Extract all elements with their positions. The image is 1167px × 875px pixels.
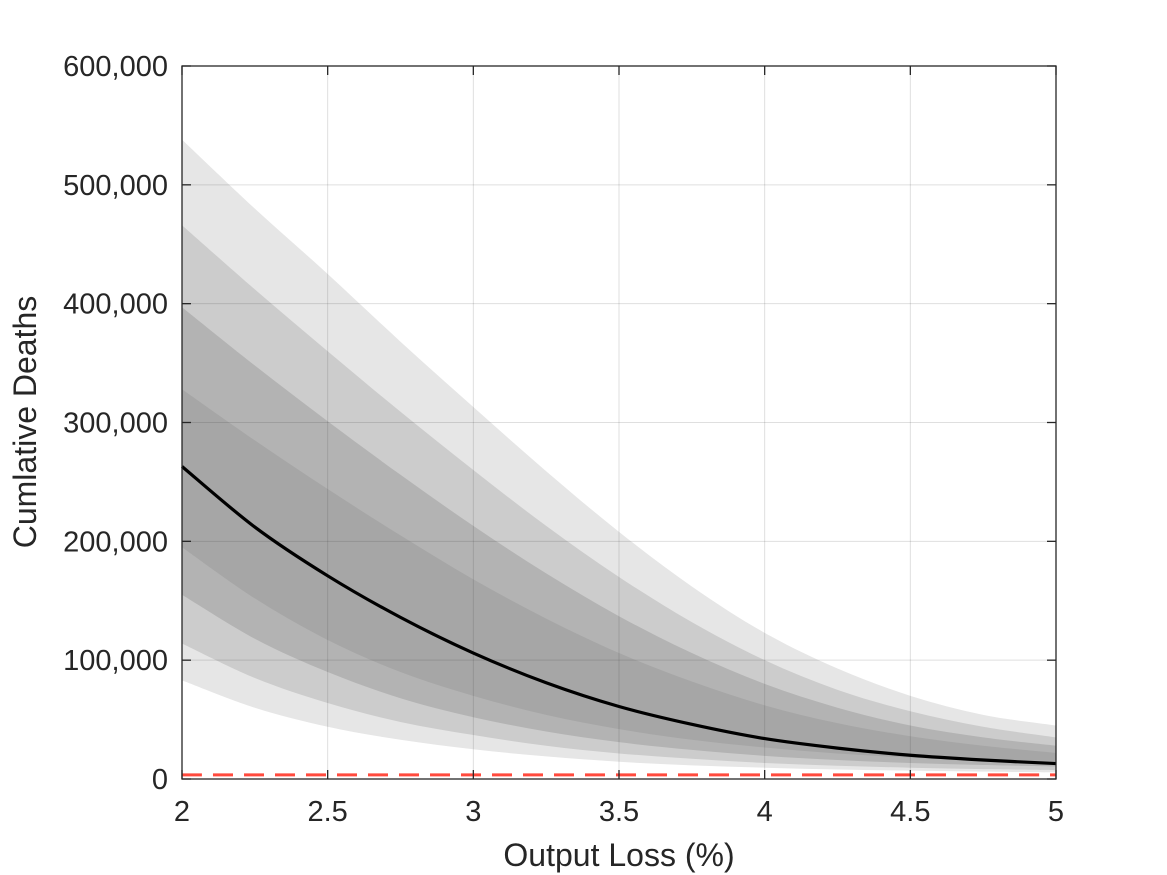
confidence-bands — [182, 139, 1056, 773]
x-tick-label: 3.5 — [599, 796, 639, 828]
x-tick-label: 5 — [1048, 796, 1064, 828]
confidence-band-4 — [182, 389, 1056, 763]
y-tick-label: 0 — [152, 764, 168, 796]
y-tick-label: 100,000 — [63, 645, 168, 677]
grid-lines — [182, 66, 1056, 779]
x-axis-label: Output Loss (%) — [503, 837, 734, 873]
x-tick-labels: 2 2.5 3 3.5 4 4.5 5 — [174, 796, 1064, 828]
x-tick-label: 2 — [174, 796, 190, 828]
y-tick-labels: 0 100,000 200,000 300,000 400,000 500,000 600,… — [63, 51, 168, 796]
y-tick-label: 500,000 — [63, 170, 168, 202]
median-line — [180, 465, 1057, 766]
axis-ticks — [181, 65, 1057, 780]
x-tick-label: 4.5 — [890, 796, 930, 828]
y-tick-label: 300,000 — [63, 408, 168, 440]
x-tick-label: 2.5 — [308, 796, 348, 828]
y-tick-label: 600,000 — [63, 51, 168, 83]
y-tick-label: 200,000 — [63, 526, 168, 558]
x-tick-label: 4 — [757, 796, 773, 828]
y-axis-label: Cumlative Deaths — [7, 296, 43, 549]
x-tick-label: 3 — [465, 796, 481, 828]
y-tick-label: 400,000 — [63, 289, 168, 321]
